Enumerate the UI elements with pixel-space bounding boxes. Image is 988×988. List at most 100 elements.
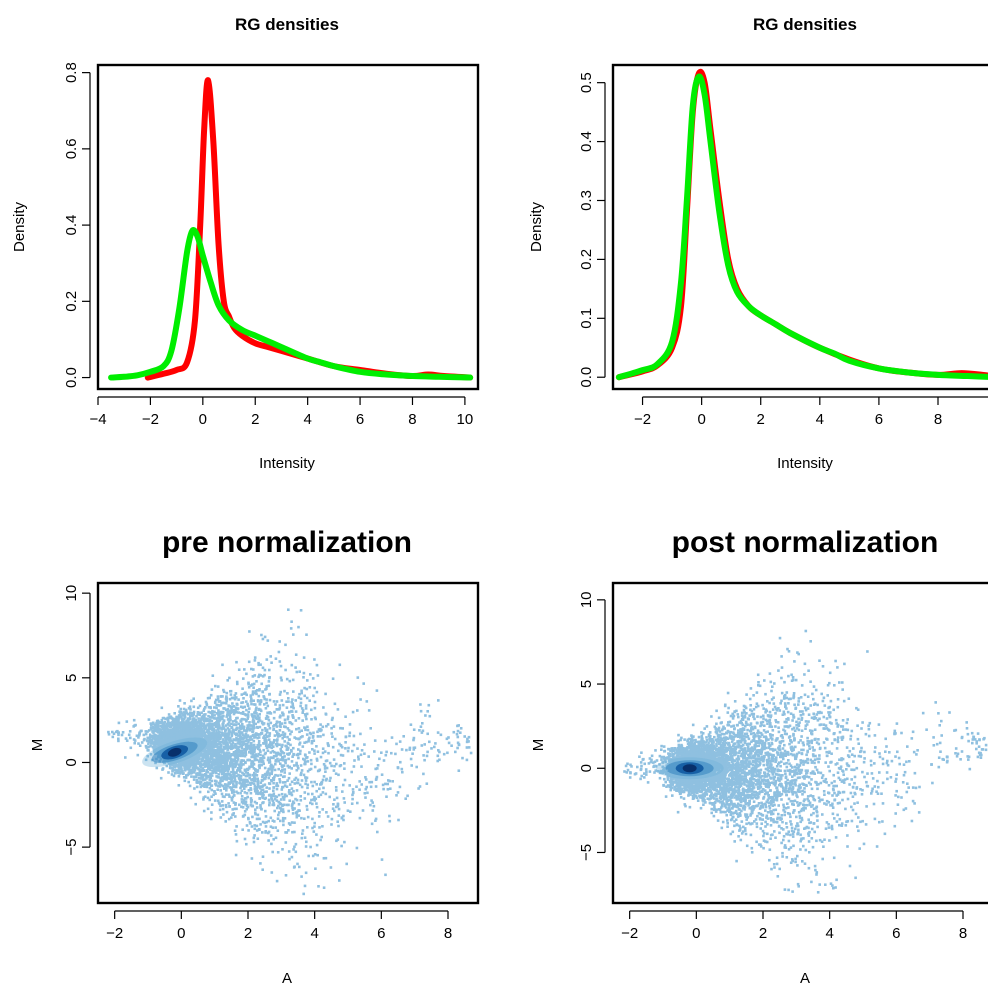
scatter-point (231, 769, 235, 772)
scatter-point (360, 783, 363, 786)
scatter-point (148, 740, 152, 744)
scatter-point (290, 793, 294, 797)
scatter-point (187, 772, 190, 776)
scatter-point (230, 799, 234, 802)
scatter-point (321, 778, 325, 782)
scatter-point (279, 798, 283, 801)
scatter-point (320, 835, 323, 839)
scatter-point (240, 740, 243, 744)
scatter-point (293, 736, 296, 739)
scatter-point (232, 791, 235, 794)
scatter-point (428, 714, 432, 718)
scatter-point (202, 744, 206, 748)
scatter-point (256, 699, 260, 702)
scatter-point (269, 825, 273, 828)
scatter-point (239, 711, 243, 715)
scatter-point (288, 857, 291, 861)
scatter-point (304, 704, 308, 707)
scatter-point (259, 750, 262, 753)
scatter-point (467, 746, 471, 749)
scatter-point (272, 838, 275, 841)
scatter-point (260, 808, 263, 811)
scatter-point (224, 756, 227, 759)
scatter-point (220, 756, 223, 760)
scatter-point (284, 643, 287, 647)
scatter-point (197, 762, 201, 766)
scatter-point (172, 734, 176, 738)
scatter-point (207, 710, 210, 714)
scatter-point (295, 670, 299, 674)
scatter-point (285, 785, 289, 788)
scatter-point (279, 676, 283, 679)
scatter-point (318, 768, 322, 772)
scatter-point (225, 786, 228, 790)
scatter-point (296, 862, 299, 866)
scatter-point (367, 755, 370, 758)
scatter-point (232, 782, 235, 786)
scatter-point (311, 792, 314, 796)
scatter-point (283, 771, 286, 774)
scatter-point (208, 760, 212, 763)
scatter-point (436, 754, 440, 758)
scatter-point (282, 819, 285, 822)
scatter-point (240, 763, 243, 767)
scatter-point (152, 735, 155, 739)
scatter-point (202, 782, 206, 786)
scatter-point (216, 753, 219, 757)
scatter-point (342, 818, 345, 822)
scatter-point (203, 756, 206, 759)
scatter-point (202, 798, 205, 801)
scatter-point (219, 753, 222, 756)
scatter-point (242, 782, 245, 785)
scatter-point (281, 848, 284, 851)
scatter-point (216, 733, 220, 736)
scatter-point (185, 774, 188, 777)
scatter-point (203, 707, 206, 711)
scatter-point (296, 753, 300, 757)
scatter-point (243, 754, 247, 758)
scatter-point (221, 760, 225, 763)
scatter-point (300, 729, 303, 732)
scatter-point (253, 757, 257, 760)
scatter-point (275, 744, 279, 748)
scatter-point (315, 805, 319, 809)
x-tick-label: 4 (816, 411, 824, 428)
scatter-point (182, 758, 186, 761)
scatter-point (313, 853, 317, 856)
scatter-point (264, 825, 268, 828)
scatter-point (232, 801, 236, 804)
scatter-point (273, 809, 276, 813)
scatter-point (293, 845, 296, 849)
scatter-point (304, 776, 307, 779)
scatter-point (279, 807, 283, 810)
scatter-point (224, 783, 227, 787)
scatter-point (276, 817, 280, 820)
scatter-point (385, 750, 388, 754)
scatter-point (201, 773, 204, 777)
scatter-point (220, 701, 223, 705)
scatter-point (233, 794, 236, 797)
scatter-point (302, 671, 306, 675)
scatter-point (137, 742, 140, 745)
scatter-point (242, 783, 246, 787)
scatter-point (270, 746, 274, 750)
y-axis-label: Density (528, 201, 545, 252)
scatter-point (257, 694, 261, 698)
scatter-point (324, 792, 328, 796)
scatter-point (241, 759, 244, 763)
scatter-point (292, 706, 295, 710)
scatter-point (261, 754, 265, 758)
scatter-point (310, 718, 313, 721)
scatter-point (268, 758, 272, 762)
scatter-point (161, 732, 165, 735)
scatter-point (196, 780, 199, 784)
scatter-point (215, 775, 218, 778)
scatter-point (264, 707, 268, 710)
scatter-point (125, 739, 129, 742)
scatter-point (154, 751, 157, 754)
scatter-point (237, 768, 240, 771)
scatter-point (306, 728, 310, 732)
scatter-point (447, 741, 451, 745)
scatter-point (209, 719, 212, 723)
scatter-point (261, 855, 265, 858)
